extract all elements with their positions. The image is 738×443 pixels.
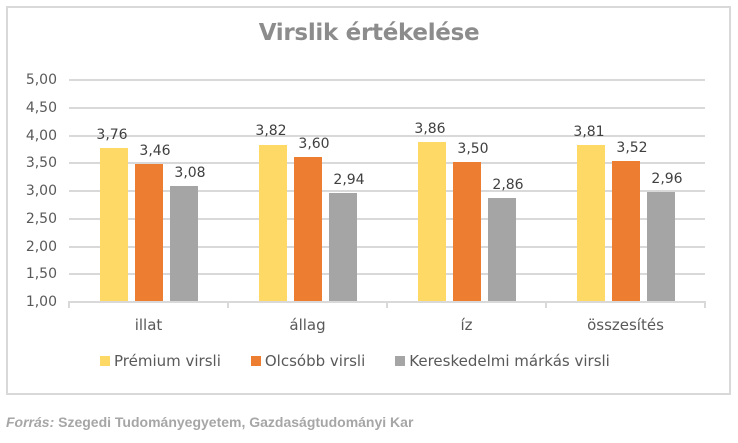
x-tick-mark [386,301,388,308]
gridline [69,190,705,192]
legend-item: Kereskedelmi márkás virsli [395,352,610,370]
plot-area: 5,00 4,50 4,00 3,50 3,00 2,50 2,00 1,50 1,00 3,76… [26,72,706,334]
y-tick-label: 2,50 [25,210,57,227]
x-category-label: illat [134,316,163,334]
x-category-label: állag [289,316,326,334]
legend: Prémium virsli Olcsóbb virsli Kereskedelmi… [100,352,610,370]
legend-item: Olcsóbb virsli [250,352,366,370]
bar [100,147,128,301]
source-text: Szegedi Tudományegyetem, Gazdaságtudomán… [54,414,414,430]
legend-swatch-icon [250,356,261,366]
gridline [69,273,705,276]
y-tick-label: 4,00 [25,127,57,144]
bar [135,164,163,301]
gridline [69,106,705,109]
legend-item: Prémium virsli [100,352,221,370]
gridline [69,79,705,81]
source-note: Forrás: Szegedi Tudományegyetem, Gazdasá… [6,414,413,430]
y-tick-label: 3,50 [25,155,57,172]
y-tick-label: 2,00 [25,238,57,255]
data-label: 3,86 [414,121,446,138]
data-label: 3,52 [616,140,648,157]
data-label: 3,60 [298,135,330,152]
data-label: 3,82 [255,123,287,140]
chart-title: Virslik értékelése [258,20,480,46]
legend-swatch-icon [395,356,406,366]
bar [488,197,516,301]
source-prefix: Forrás: [6,414,55,430]
data-label: 3,08 [174,164,206,181]
y-tick-label: 3,00 [25,183,57,199]
bar [294,156,322,301]
data-label: 3,50 [457,141,489,158]
legend-label: Prémium virsli [114,352,221,370]
gridline [69,245,705,248]
gridline [69,134,705,137]
gridline [69,162,705,165]
bar [577,145,605,301]
bar [170,185,198,301]
bar [329,193,357,301]
legend-label: Kereskedelmi márkás virsli [409,352,610,370]
y-tick-label: 1,50 [25,266,57,283]
data-label: 2,94 [333,172,365,189]
y-tick-label: 5,00 [25,72,57,88]
gridline [69,217,705,220]
x-category-label: összesítés [587,316,664,334]
x-tick-mark [704,301,706,308]
legend-swatch-icon [100,356,110,366]
data-label: 2,86 [492,176,524,193]
bar [259,144,287,301]
bar [612,161,640,301]
data-label: 3,81 [573,124,605,141]
y-tick-label: 4,50 [25,99,57,116]
x-tick-mark [545,301,547,308]
x-category-label: íz [460,316,473,334]
data-label: 3,76 [96,126,128,143]
bar [453,162,481,301]
legend-label: Olcsóbb virsli [264,352,366,370]
x-tick-mark [68,301,70,308]
data-label: 3,46 [139,143,171,160]
data-label: 2,96 [651,171,683,188]
bar [647,192,675,301]
y-tick-label: 1,00 [25,294,57,310]
bar [418,142,446,301]
x-tick-mark [227,301,229,308]
